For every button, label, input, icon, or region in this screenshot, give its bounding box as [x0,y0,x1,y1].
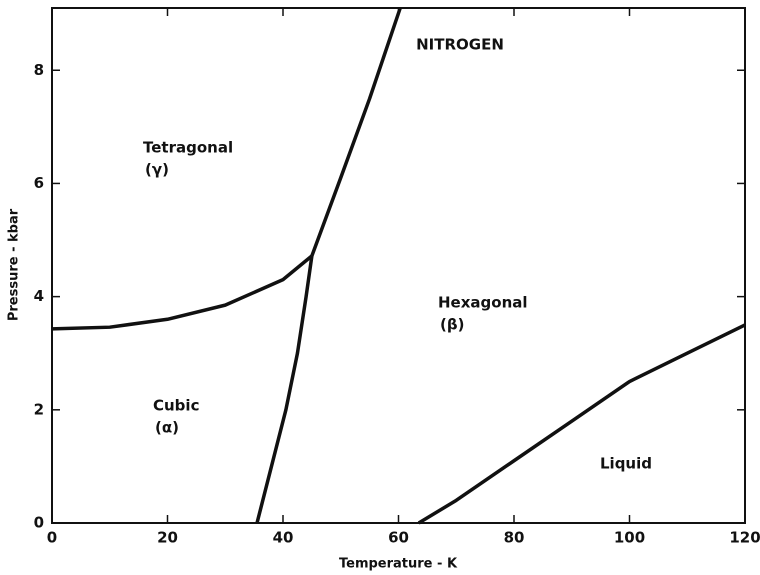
chart-title: NITROGEN [416,36,504,54]
x-tick-label: 20 [157,529,178,547]
x-tick-label: 80 [504,529,525,547]
y-axis-label: Pressure - kbar [7,208,22,321]
y-tick-label: 6 [34,174,44,192]
phase-boundary [310,7,402,257]
y-tick-label: 0 [34,514,44,532]
x-tick-label: 100 [614,529,645,547]
phase-label: Cubic [153,397,199,415]
phase-label: (γ) [145,161,169,179]
x-axis-label: Temperature - K [339,557,458,572]
phase-label: (β) [440,316,464,334]
y-tick-label: 2 [34,400,44,418]
phase-boundary [417,323,746,525]
x-tick-label: 120 [729,529,760,547]
y-tick-label: 4 [34,287,44,305]
phase-boundary [255,255,314,524]
phase-label: Tetragonal [143,139,233,157]
x-tick-label: 40 [273,529,294,547]
phase-label: Liquid [600,455,652,473]
plot-frame [51,7,746,524]
x-tick-label: 0 [47,529,57,547]
y-tick-label: 8 [34,61,44,79]
phase-boundary [51,254,313,331]
phase-label: (α) [155,419,179,437]
x-tick-label: 60 [388,529,409,547]
phase-label: Hexagonal [438,294,528,312]
